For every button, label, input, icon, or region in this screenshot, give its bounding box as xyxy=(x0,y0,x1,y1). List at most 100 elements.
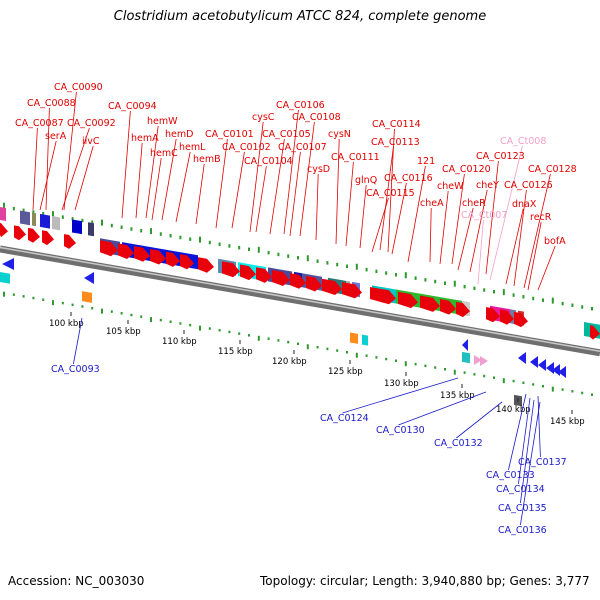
forward-gene-arrow xyxy=(272,270,290,286)
forward-gene-arrow xyxy=(256,267,272,283)
gene-label: cheY xyxy=(476,180,499,191)
gene-label: CA_C0136 xyxy=(498,525,547,536)
gene-label: glnQ xyxy=(355,175,377,186)
feature-tile xyxy=(52,215,60,231)
label-leader-line xyxy=(32,127,38,211)
reverse-gene-arrow xyxy=(84,272,94,284)
label-leader-line xyxy=(489,145,523,281)
forward-gene-arrow xyxy=(64,234,76,249)
gene-label: CA_C0106 xyxy=(276,100,325,111)
gene-label: CA_C0126 xyxy=(504,180,553,191)
feature-tile xyxy=(362,334,368,346)
feature-tile-band xyxy=(0,207,600,407)
feature-tile xyxy=(72,219,82,235)
gene-label: CA_C0134 xyxy=(496,484,545,495)
label-leader-line xyxy=(523,173,551,289)
position-tick-label: 115 kbp xyxy=(218,347,253,357)
feature-tile xyxy=(82,291,92,303)
position-tick-label: 110 kbp xyxy=(162,337,197,347)
gene-labels: CA_C0090 CA_C0088 CA_C0087 serA ilvC CA_C0092… xyxy=(15,82,577,536)
gene-label: 121 xyxy=(417,156,435,167)
reverse-gene-arrow xyxy=(530,356,538,368)
gene-label: CA_C0105 xyxy=(262,129,311,140)
label-leader-line xyxy=(391,182,407,255)
label-leader-line xyxy=(398,391,487,426)
gene-arrow-track xyxy=(0,223,600,378)
label-leader-line xyxy=(45,107,50,211)
label-leader-line xyxy=(175,151,191,223)
gene-label: CA_C0114 xyxy=(372,119,421,130)
label-leader-lines xyxy=(32,91,556,526)
genome-summary-text: Topology: circular; Length: 3,940,880 bp… xyxy=(260,574,590,588)
forward-gene-arrow xyxy=(134,246,150,262)
reverse-gene-arrow xyxy=(546,362,554,374)
forward-gene-arrow xyxy=(166,251,180,267)
label-leader-line xyxy=(527,221,542,291)
label-leader-line xyxy=(255,165,267,233)
label-leader-line xyxy=(456,401,503,439)
gene-label: bofA xyxy=(544,236,566,247)
gene-label: CA_C0104 xyxy=(244,156,293,167)
feature-tile xyxy=(0,272,10,284)
rna-gene-arrow xyxy=(480,356,488,367)
label-leader-line xyxy=(73,317,83,365)
gene-label: cysD xyxy=(307,164,330,175)
gene-label: hemL xyxy=(179,142,206,153)
position-tick-label: 120 kbp xyxy=(272,357,307,367)
label-leader-line xyxy=(145,125,159,219)
label-leader-line xyxy=(249,121,264,233)
label-leader-line xyxy=(371,197,389,253)
gene-label: CA_C0102 xyxy=(222,142,271,153)
gene-label: CA_C0111 xyxy=(331,152,380,163)
position-tick-label: 105 kbp xyxy=(106,327,141,337)
reverse-gene-arrow xyxy=(2,258,14,270)
forward-gene-arrow xyxy=(322,278,342,295)
label-leader-line xyxy=(61,127,90,211)
label-leader-line xyxy=(345,161,354,247)
gene-label: CA_C0124 xyxy=(320,413,369,424)
genome-backbone xyxy=(0,245,600,357)
feature-tile xyxy=(350,332,358,344)
gene-label: ilvC xyxy=(82,136,100,147)
gene-label: cheW xyxy=(437,181,464,192)
gene-label: CA_C0128 xyxy=(528,164,577,175)
gene-label: dnaX xyxy=(512,199,537,210)
forward-gene-arrow xyxy=(290,273,306,289)
forward-gene-arrow xyxy=(342,282,362,299)
forward-gene-arrow xyxy=(514,311,528,328)
gene-label: cheA xyxy=(420,198,444,209)
feature-tile xyxy=(40,213,50,229)
label-leader-line xyxy=(283,109,299,235)
label-leader-line xyxy=(39,140,57,211)
reverse-gene-arrow xyxy=(518,352,526,364)
gene-label: CA_C0088 xyxy=(27,98,76,109)
gene-label: CA_C0090 xyxy=(54,82,103,93)
label-leader-line xyxy=(121,110,131,219)
gene-label: CA_C0087 xyxy=(15,118,64,129)
label-leader-line xyxy=(215,138,228,229)
forward-gene-arrow xyxy=(440,299,456,315)
gene-label: CA_C0115 xyxy=(366,188,415,199)
label-leader-line xyxy=(299,121,315,237)
gene-label: CA_C0130 xyxy=(376,425,425,436)
gene-label: CA_C0107 xyxy=(278,142,327,153)
reverse-gene-arrow xyxy=(552,364,560,376)
label-leader-line xyxy=(359,184,367,249)
label-leader-line xyxy=(537,245,556,291)
gene-label: CA_Ct007 xyxy=(461,210,507,221)
reverse-gene-arrow xyxy=(462,339,468,351)
feature-tile xyxy=(0,207,6,222)
gene-label: hemB xyxy=(193,154,221,165)
forward-gene-arrow xyxy=(222,261,240,278)
gene-label: CA_C0108 xyxy=(292,112,341,123)
gene-label: CA_C0101 xyxy=(205,129,254,140)
forward-gene-arrow xyxy=(28,227,40,243)
label-leader-line xyxy=(387,128,395,253)
gene-label: CA_C0116 xyxy=(384,173,433,184)
gene-label: CA_C0094 xyxy=(108,101,157,112)
forward-gene-arrow xyxy=(370,287,396,305)
label-leader-line xyxy=(477,219,484,285)
forward-gene-arrow xyxy=(306,275,322,292)
label-leader-line xyxy=(520,399,535,504)
